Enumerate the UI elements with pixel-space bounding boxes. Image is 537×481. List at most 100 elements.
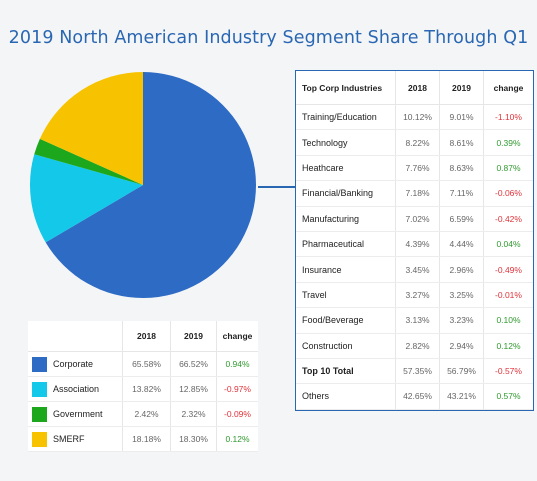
industry-table-panel: Top Corp Industries 2018 2019 change Tra…	[295, 70, 534, 411]
legend-swatch	[32, 406, 47, 422]
industry-header-change: change	[483, 71, 533, 105]
industry-label: Travel	[296, 282, 396, 309]
industry-row: Financial/Banking 7.18% 7.11% -0.06%	[296, 180, 533, 207]
industry-value-2019: 2.94%	[439, 333, 484, 359]
industry-value-2018: 10.12%	[395, 104, 440, 131]
segment-value-2019: 2.32%	[170, 401, 217, 427]
industry-label: Technology	[296, 129, 396, 156]
industry-table: Top Corp Industries 2018 2019 change Tra…	[296, 71, 533, 410]
industry-value-2018: 2.82%	[395, 333, 440, 359]
segment-value-2018: 13.82%	[122, 376, 171, 402]
industry-header-2018: 2018	[395, 71, 440, 105]
industry-label: Training/Education	[296, 104, 396, 131]
segment-label: Association	[53, 383, 100, 394]
legend-swatch	[32, 356, 47, 372]
industry-value-2019: 43.21%	[439, 383, 484, 410]
segment-header-2018: 2018	[122, 321, 171, 352]
segment-change: -0.97%	[216, 376, 258, 402]
industry-total-row: Top 10 Total 57.35% 56.79% -0.57%	[296, 357, 533, 385]
segment-value-2018: 18.18%	[122, 426, 171, 452]
segment-header-2019: 2019	[170, 321, 217, 352]
industry-change: -0.57%	[483, 357, 533, 385]
segment-row-government: Government 2.42% 2.32% -0.09%	[28, 401, 258, 427]
segment-row-association: Association 13.82% 12.85% -0.97%	[28, 376, 258, 402]
segment-label: SMERF	[53, 433, 85, 444]
industry-header-label: Top Corp Industries	[296, 71, 396, 105]
industry-change: -1.10%	[483, 104, 533, 131]
industry-change: 0.12%	[483, 333, 533, 359]
pie-slice-smerf	[39, 72, 143, 185]
legend-swatch	[32, 381, 47, 397]
industry-row: Construction 2.82% 2.94% 0.12%	[296, 333, 533, 359]
industry-value-2019: 8.63%	[439, 155, 484, 182]
chart-title: 2019 North American Industry Segment Sha…	[8, 28, 529, 48]
industry-row: Heathcare 7.76% 8.63% 0.87%	[296, 155, 533, 182]
industry-row: Travel 3.27% 3.25% -0.01%	[296, 282, 533, 309]
segment-label-cell: Government	[28, 401, 123, 427]
segment-table-panel: 2018 2019 change Corporate 65.58% 66.52% 0.…	[28, 321, 258, 452]
industry-row: Insurance 3.45% 2.96% -0.49%	[296, 256, 533, 283]
industry-table-header: Top Corp Industries 2018 2019 change	[296, 71, 533, 105]
segment-label-cell: SMERF	[28, 426, 123, 452]
industry-change: 0.87%	[483, 155, 533, 182]
segment-value-2019: 66.52%	[170, 351, 217, 377]
industry-change: 0.57%	[483, 383, 533, 410]
segment-label-cell: Corporate	[28, 351, 123, 377]
industry-row: Training/Education 10.12% 9.01% -1.10%	[296, 104, 533, 131]
segment-label: Government	[53, 408, 103, 419]
industry-change: 0.10%	[483, 307, 533, 334]
industry-label: Insurance	[296, 256, 396, 283]
industry-value-2018: 3.27%	[395, 282, 440, 309]
pie-slice-government	[34, 138, 143, 185]
industry-value-2018: 8.22%	[395, 129, 440, 156]
connector-line	[258, 186, 295, 188]
industry-label: Financial/Banking	[296, 180, 396, 207]
industry-label: Manufacturing	[296, 206, 396, 232]
industry-change: -0.01%	[483, 282, 533, 309]
industry-value-2019: 6.59%	[439, 206, 484, 232]
segment-header-label	[28, 321, 123, 352]
segment-value-2019: 12.85%	[170, 376, 217, 402]
industry-value-2018: 57.35%	[395, 357, 440, 385]
industry-value-2019: 9.01%	[439, 104, 484, 131]
segment-row-corporate: Corporate 65.58% 66.52% 0.94%	[28, 351, 258, 377]
segment-header-change: change	[216, 321, 258, 352]
segment-change: -0.09%	[216, 401, 258, 427]
industry-value-2018: 42.65%	[395, 383, 440, 410]
industry-value-2018: 3.45%	[395, 256, 440, 283]
segment-value-2019: 18.30%	[170, 426, 217, 452]
industry-label: Top 10 Total	[296, 357, 396, 385]
segment-row-smerf: SMERF 18.18% 18.30% 0.12%	[28, 426, 258, 452]
pie-slice-corporate	[45, 72, 257, 299]
industry-change: 0.04%	[483, 231, 533, 258]
industry-label: Food/Beverage	[296, 307, 396, 334]
industry-change: -0.42%	[483, 206, 533, 232]
industry-row: Food/Beverage 3.13% 3.23% 0.10%	[296, 307, 533, 334]
industry-change: 0.39%	[483, 129, 533, 156]
industry-value-2018: 7.02%	[395, 206, 440, 232]
industry-row: Technology 8.22% 8.61% 0.39%	[296, 129, 533, 156]
industry-value-2019: 2.96%	[439, 256, 484, 283]
industry-label: Construction	[296, 333, 396, 359]
pie-slice-association	[29, 154, 143, 243]
segment-value-2018: 65.58%	[122, 351, 171, 377]
segment-value-2018: 2.42%	[122, 401, 171, 427]
industry-label: Others	[296, 383, 396, 410]
segment-change: 0.12%	[216, 426, 258, 452]
industry-label: Heathcare	[296, 155, 396, 182]
industry-value-2019: 3.23%	[439, 307, 484, 334]
industry-header-2019: 2019	[439, 71, 484, 105]
segment-change: 0.94%	[216, 351, 258, 377]
industry-row: Manufacturing 7.02% 6.59% -0.42%	[296, 206, 533, 232]
industry-value-2019: 7.11%	[439, 180, 484, 207]
industry-value-2019: 4.44%	[439, 231, 484, 258]
industry-value-2018: 7.76%	[395, 155, 440, 182]
legend-swatch	[32, 431, 47, 447]
industry-value-2018: 3.13%	[395, 307, 440, 334]
industry-label: Pharmaceutical	[296, 231, 396, 258]
industry-change: -0.06%	[483, 180, 533, 207]
segment-table: 2018 2019 change Corporate 65.58% 66.52% 0.…	[28, 321, 258, 452]
industry-others-row: Others 42.65% 43.21% 0.57%	[296, 383, 533, 410]
industry-value-2019: 56.79%	[439, 357, 484, 385]
